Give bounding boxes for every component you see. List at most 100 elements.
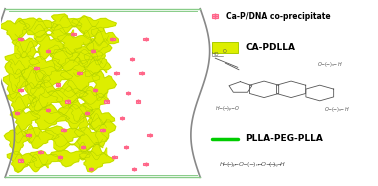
FancyBboxPatch shape	[19, 159, 23, 161]
Polygon shape	[60, 69, 100, 94]
Text: $H\!\!-\!\!\!\left(\!\!\!-\!\!\!\right)_p\!\!\!-\!\!O\!\!-\!\!\left(\!\!-\!\!\ri: $H\!\!-\!\!\!\left(\!\!\!-\!\!\!\right)_…	[219, 161, 286, 171]
Polygon shape	[7, 92, 36, 113]
Polygon shape	[11, 109, 40, 130]
FancyBboxPatch shape	[91, 50, 95, 52]
Polygon shape	[79, 90, 109, 116]
Polygon shape	[91, 27, 118, 52]
FancyBboxPatch shape	[38, 151, 42, 153]
Polygon shape	[15, 18, 54, 38]
Polygon shape	[4, 130, 30, 154]
FancyBboxPatch shape	[110, 38, 115, 40]
FancyBboxPatch shape	[89, 168, 93, 170]
Polygon shape	[54, 50, 103, 67]
Polygon shape	[91, 118, 116, 147]
Text: CA-PDLLA: CA-PDLLA	[245, 43, 295, 52]
Polygon shape	[7, 151, 36, 172]
FancyBboxPatch shape	[126, 92, 130, 94]
Polygon shape	[72, 17, 116, 38]
FancyBboxPatch shape	[77, 72, 82, 74]
Polygon shape	[44, 104, 93, 124]
Polygon shape	[60, 16, 99, 33]
Text: $O\!-\!\!\left(\!\!-\!\!\right)_n\!\!-\!H$: $O\!-\!\!\left(\!\!-\!\!\right)_n\!\!-\!…	[324, 105, 350, 114]
Polygon shape	[84, 52, 111, 77]
FancyBboxPatch shape	[19, 89, 23, 91]
Polygon shape	[45, 126, 84, 147]
Polygon shape	[79, 114, 107, 131]
FancyBboxPatch shape	[212, 14, 218, 18]
Polygon shape	[15, 41, 40, 59]
FancyBboxPatch shape	[57, 156, 62, 158]
Polygon shape	[15, 154, 48, 172]
FancyBboxPatch shape	[136, 100, 140, 102]
FancyBboxPatch shape	[26, 134, 31, 136]
Polygon shape	[15, 97, 48, 114]
FancyBboxPatch shape	[81, 146, 85, 148]
Polygon shape	[86, 41, 112, 65]
Bar	[212, 42, 238, 53]
FancyBboxPatch shape	[114, 72, 119, 74]
FancyBboxPatch shape	[61, 129, 66, 131]
Text: $O\!-\!\!\left(\!\!-\!\!\right)_n\!\!-\!H$: $O\!-\!\!\left(\!\!-\!\!\right)_n\!\!-\!…	[317, 60, 342, 68]
FancyBboxPatch shape	[46, 109, 50, 111]
Polygon shape	[0, 21, 30, 41]
Text: O: O	[223, 49, 226, 54]
FancyBboxPatch shape	[56, 84, 60, 86]
Polygon shape	[15, 125, 40, 143]
FancyBboxPatch shape	[120, 117, 124, 119]
Polygon shape	[79, 151, 114, 172]
Polygon shape	[48, 45, 73, 70]
Polygon shape	[29, 57, 63, 81]
FancyBboxPatch shape	[93, 89, 97, 91]
Polygon shape	[30, 86, 62, 112]
Polygon shape	[68, 101, 93, 122]
Polygon shape	[34, 24, 73, 42]
Polygon shape	[73, 57, 107, 76]
Polygon shape	[54, 134, 103, 151]
Polygon shape	[0, 9, 210, 177]
FancyBboxPatch shape	[143, 163, 148, 165]
Polygon shape	[74, 47, 103, 63]
Polygon shape	[15, 69, 44, 88]
Polygon shape	[50, 50, 90, 71]
Polygon shape	[48, 88, 88, 108]
FancyBboxPatch shape	[130, 58, 134, 60]
FancyBboxPatch shape	[46, 50, 50, 52]
Text: $H\!-\!\!\left(\!\!-\!\!\right)_p\!\!-\!O$: $H\!-\!\!\left(\!\!-\!\!\right)_p\!\!-\!…	[215, 105, 241, 115]
Polygon shape	[5, 53, 39, 74]
FancyBboxPatch shape	[71, 33, 76, 35]
FancyBboxPatch shape	[143, 38, 148, 40]
Text: Ca-P/DNA co-precipitate: Ca-P/DNA co-precipitate	[226, 12, 330, 20]
FancyBboxPatch shape	[65, 100, 70, 102]
Text: HO: HO	[212, 52, 219, 57]
Polygon shape	[58, 105, 94, 129]
Polygon shape	[5, 59, 25, 92]
FancyBboxPatch shape	[85, 112, 89, 114]
FancyBboxPatch shape	[34, 67, 39, 69]
Polygon shape	[25, 128, 59, 148]
Polygon shape	[58, 33, 92, 54]
FancyBboxPatch shape	[139, 72, 144, 74]
Polygon shape	[25, 82, 45, 107]
Polygon shape	[51, 14, 82, 30]
FancyBboxPatch shape	[19, 38, 23, 40]
Polygon shape	[3, 74, 28, 99]
Polygon shape	[12, 37, 38, 58]
Polygon shape	[19, 18, 58, 35]
Polygon shape	[87, 108, 115, 129]
Polygon shape	[79, 142, 107, 160]
Polygon shape	[35, 34, 64, 59]
Polygon shape	[40, 80, 87, 97]
FancyBboxPatch shape	[15, 112, 19, 114]
FancyBboxPatch shape	[104, 100, 109, 102]
Polygon shape	[92, 71, 116, 100]
FancyBboxPatch shape	[112, 156, 117, 158]
Polygon shape	[39, 66, 73, 87]
Polygon shape	[74, 127, 108, 152]
FancyBboxPatch shape	[124, 146, 129, 148]
FancyBboxPatch shape	[147, 134, 152, 136]
Polygon shape	[30, 109, 70, 130]
Polygon shape	[21, 67, 51, 96]
FancyBboxPatch shape	[132, 168, 136, 170]
Polygon shape	[51, 150, 90, 167]
Polygon shape	[64, 87, 107, 104]
